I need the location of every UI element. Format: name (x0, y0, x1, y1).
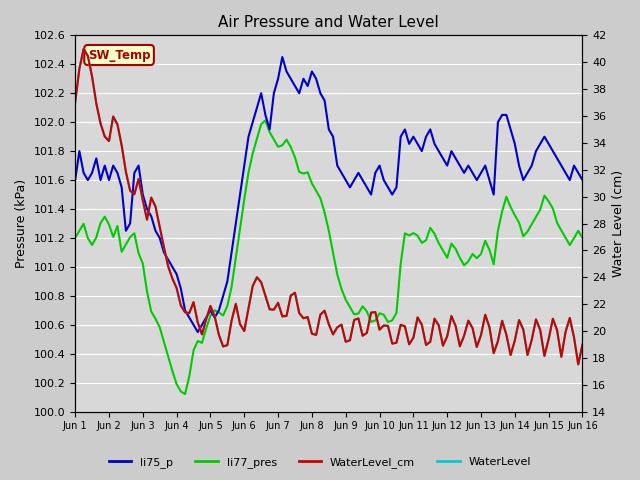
Y-axis label: Water Level (cm): Water Level (cm) (612, 170, 625, 277)
Title: Air Pressure and Water Level: Air Pressure and Water Level (218, 15, 439, 30)
Y-axis label: Pressure (kPa): Pressure (kPa) (15, 179, 28, 268)
Legend: li75_p, li77_pres, WaterLevel_cm, WaterLevel: li75_p, li77_pres, WaterLevel_cm, WaterL… (104, 452, 536, 472)
Text: SW_Temp: SW_Temp (88, 48, 150, 61)
